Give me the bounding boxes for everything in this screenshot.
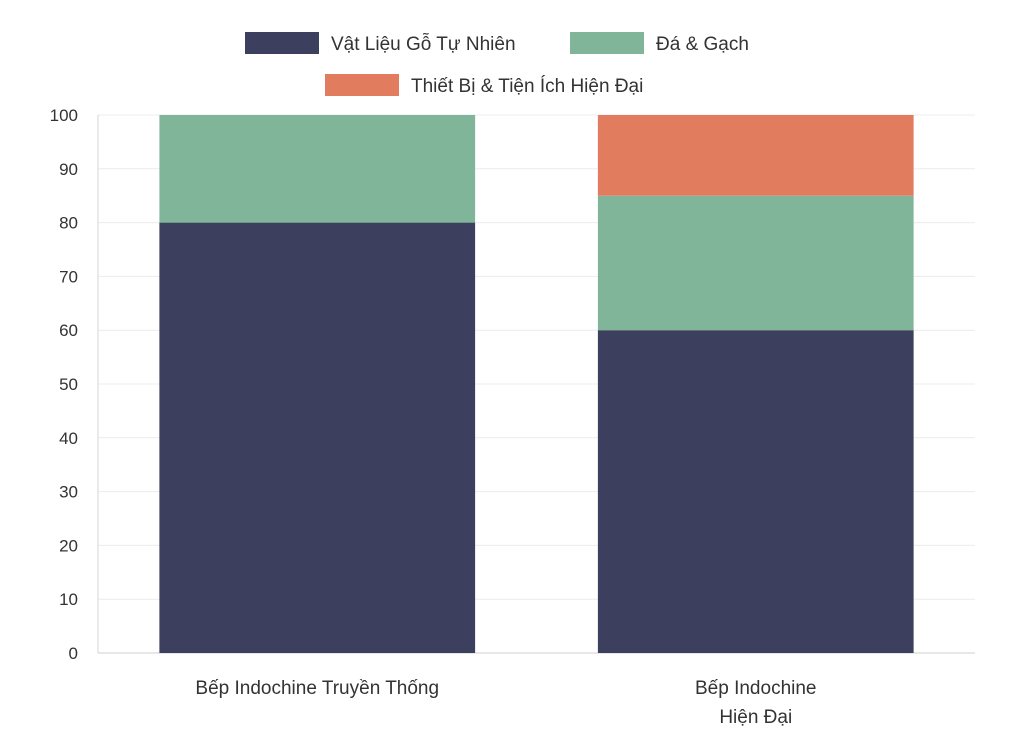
y-tick-label: 100 xyxy=(50,106,78,125)
legend-label: Đá & Gạch xyxy=(656,34,749,55)
y-tick-label: 10 xyxy=(59,590,78,609)
y-tick-label: 60 xyxy=(59,321,78,340)
legend-swatch xyxy=(325,74,399,96)
axes: 0 10 20 30 40 50 60 70 80 90 100 Bếp Indochine Truy… xyxy=(50,106,817,728)
legend-swatch xyxy=(570,32,644,54)
bar-segment xyxy=(597,115,914,196)
legend-label: Vật Liệu Gỗ Tự Nhiên xyxy=(331,33,516,55)
x-tick-label: Bếp Indochine xyxy=(695,678,817,699)
y-tick-label: 30 xyxy=(59,483,78,502)
x-tick-label: Bếp Indochine Truyền Thống xyxy=(195,678,439,699)
bars xyxy=(159,115,914,653)
y-tick-label: 70 xyxy=(59,267,78,286)
legend-label: Thiết Bị & Tiện Ích Hiện Đại xyxy=(411,76,643,97)
y-tick-label: 0 xyxy=(69,644,78,663)
legend-swatch xyxy=(245,32,319,54)
y-tick-label: 90 xyxy=(59,160,78,179)
bar-segment xyxy=(159,222,476,653)
bar-segment xyxy=(597,330,914,653)
y-tick-label: 50 xyxy=(59,375,78,394)
bar-segment xyxy=(597,195,914,331)
x-tick-label: Hiện Đại xyxy=(719,707,792,728)
y-tick-label: 40 xyxy=(59,429,78,448)
y-tick-label: 80 xyxy=(59,214,78,233)
y-tick-label: 20 xyxy=(59,536,78,555)
bar-segment xyxy=(159,115,476,223)
legend: Vật Liệu Gỗ Tự Nhiên Đá & Gạch Thiết Bị & … xyxy=(245,32,749,97)
